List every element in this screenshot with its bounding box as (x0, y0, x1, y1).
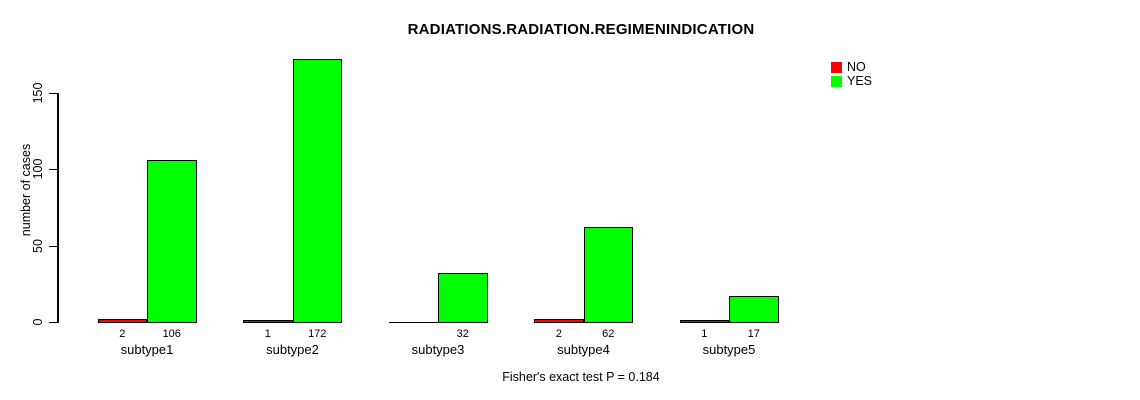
bar-yes-subtype1 (147, 160, 197, 323)
bar-yes-subtype5 (729, 296, 779, 323)
y-tick-mark (49, 321, 57, 323)
bar-value-label: 172 (308, 328, 327, 340)
y-tick-mark (49, 92, 57, 94)
bar-no-subtype2 (243, 320, 293, 323)
legend-label: YES (847, 74, 873, 88)
legend-item-yes: YES (831, 74, 872, 88)
bar-value-label: 2 (119, 328, 126, 340)
bar-value-label: 62 (602, 328, 615, 340)
bar-no-subtype5 (679, 320, 729, 323)
legend: NO YES (831, 60, 872, 88)
category-label-subtype1: subtype1 (120, 342, 174, 357)
annotation-text: Fisher's exact test P = 0.184 (502, 370, 660, 384)
chart-title: RADIATIONS.RADIATION.REGIMENINDICATION (407, 21, 755, 38)
bar-value-label: 1 (701, 328, 708, 340)
bar-value-label: 32 (456, 328, 469, 340)
bar-no-subtype1 (97, 319, 147, 323)
category-label-subtype2: subtype2 (266, 342, 319, 357)
category-label-subtype5: subtype5 (702, 342, 756, 357)
y-tick-mark (49, 168, 57, 170)
bar-no-subtype4 (534, 319, 584, 323)
legend-item-no: NO (831, 60, 872, 74)
category-label-subtype3: subtype3 (411, 342, 465, 357)
bar-yes-subtype3 (438, 273, 488, 323)
legend-swatch-yes (831, 75, 842, 87)
y-tick-mark (49, 245, 57, 247)
bar-yes-subtype2 (292, 59, 342, 323)
y-tick-label: 150 (31, 82, 45, 104)
legend-label: NO (847, 60, 866, 74)
legend-swatch-no (831, 61, 842, 73)
y-tick-label: 50 (31, 239, 45, 253)
category-label-subtype4: subtype4 (557, 342, 610, 357)
bar-value-label: 1 (264, 328, 271, 340)
y-tick-label: 100 (31, 158, 45, 180)
bar-no-subtype3 (388, 322, 438, 323)
y-axis-line (57, 93, 59, 323)
bar-value-label: 17 (747, 328, 760, 340)
bar-yes-subtype4 (583, 227, 633, 323)
y-tick-label: 0 (31, 318, 45, 326)
bar-value-label: 2 (555, 328, 562, 340)
bar-value-label: 106 (162, 328, 181, 340)
